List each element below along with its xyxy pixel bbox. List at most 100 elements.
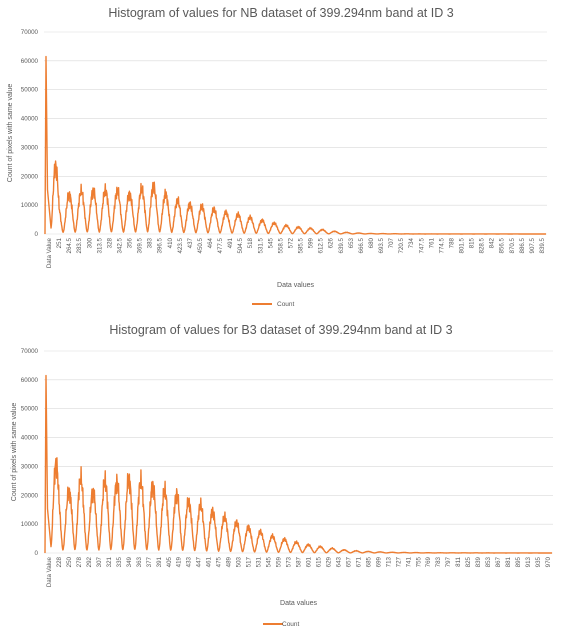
x-tick-label: 313.5	[96, 237, 103, 253]
x-tick-label: 475	[216, 556, 223, 567]
y-axis-title: Count of pixels with same value	[7, 84, 14, 183]
x-tick-label: 612.5	[318, 237, 325, 253]
x-tick-label: 369.5	[137, 237, 144, 253]
x-tick-label: 913	[525, 556, 532, 567]
x-tick-label: 788	[448, 237, 455, 248]
legend-label: Count	[277, 301, 295, 308]
x-tick-label: 489	[226, 556, 233, 567]
x-tick-label: 867	[495, 556, 502, 567]
y-tick-label: 30000	[21, 144, 39, 151]
y-tick-label: 30000	[21, 463, 39, 470]
x-axis-title: Data values	[277, 282, 314, 289]
x-tick-label: 585.5	[298, 237, 305, 253]
x-tick-label: 970	[545, 556, 552, 567]
x-tick-label: 828.5	[479, 237, 486, 253]
x-tick-label: 419	[176, 556, 183, 567]
y-tick-label: 20000	[21, 173, 39, 180]
x-tick-label: 685	[365, 556, 372, 567]
y-tick-label: 70000	[21, 29, 39, 36]
x-tick-label: 797	[445, 556, 452, 567]
x-tick-label: 504.5	[237, 237, 244, 253]
x-tick-label: 335	[116, 556, 123, 567]
x-tick-label: 518	[247, 237, 254, 248]
x-tick-label: Data Value	[46, 237, 53, 268]
y-tick-label: 50000	[21, 406, 39, 413]
y-tick-label: 70000	[21, 348, 39, 355]
x-tick-label: 437	[187, 237, 194, 248]
series-line-count	[44, 374, 553, 554]
x-tick-label: 307	[96, 556, 103, 567]
x-axis-title: Data values	[280, 600, 317, 607]
y-tick-label: 0	[35, 550, 39, 557]
x-tick-label: 587	[296, 556, 303, 567]
y-tick-label: 60000	[21, 58, 39, 65]
x-tick-label: 839.5	[539, 237, 546, 253]
x-tick-label: 250	[66, 556, 73, 567]
chart-title: Histogram of values for B3 dataset of 39…	[109, 323, 452, 337]
x-tick-label: 895	[515, 556, 522, 567]
x-tick-label: 531	[256, 556, 263, 567]
x-tick-label: 251	[56, 237, 63, 248]
x-tick-label: 639.5	[338, 237, 345, 253]
x-tick-label: 405	[166, 556, 173, 567]
x-tick-label: 811	[455, 556, 462, 566]
x-tick-label: 601	[305, 556, 312, 567]
x-tick-label: 693.5	[378, 237, 385, 253]
x-tick-label: 410	[167, 237, 174, 248]
x-tick-label: 769	[425, 556, 432, 567]
x-tick-label: 842	[489, 237, 496, 248]
x-tick-label: 228	[56, 556, 63, 567]
x-tick-label: 801.5	[458, 237, 465, 253]
x-tick-label: 707	[388, 237, 395, 248]
x-tick-label: 517	[246, 556, 253, 567]
x-tick-label: 626	[328, 237, 335, 248]
x-tick-label: Data Value	[46, 556, 53, 587]
x-tick-label: 573	[286, 556, 293, 567]
x-tick-label: 396.5	[157, 237, 164, 253]
x-tick-label: 531.5	[257, 237, 264, 253]
x-tick-label: 720.5	[398, 237, 405, 253]
x-tick-label: 477.5	[217, 237, 224, 253]
x-tick-label: 671	[355, 556, 362, 567]
x-tick-label: 342.5	[116, 237, 123, 253]
x-tick-label: 657	[345, 556, 352, 567]
x-tick-label: 886.5	[519, 237, 526, 253]
x-tick-label: 755	[415, 556, 422, 567]
x-tick-label: 461	[206, 556, 213, 567]
x-tick-label: 264.5	[66, 237, 73, 253]
x-tick-label: 300	[86, 237, 93, 248]
y-axis-title: Count of pixels with same value	[11, 403, 18, 502]
x-tick-label: 559	[276, 556, 283, 567]
x-tick-label: 321	[106, 556, 113, 567]
y-tick-label: 10000	[21, 521, 39, 528]
x-tick-label: 935	[535, 556, 542, 567]
x-tick-label: 839	[475, 556, 482, 567]
histogram-chart-b3: Histogram of values for B3 dataset of 39…	[11, 323, 553, 628]
chart-title: Histogram of values for NB dataset of 39…	[108, 6, 453, 20]
x-tick-label: 907.5	[529, 237, 536, 253]
x-tick-label: 363	[136, 556, 143, 567]
x-tick-label: 629	[325, 556, 332, 567]
x-tick-label: 783	[435, 556, 442, 567]
x-tick-label: 464	[207, 237, 214, 248]
x-tick-label: 558.5	[277, 237, 284, 253]
x-tick-label: 423.5	[177, 237, 184, 253]
x-tick-label: 870.5	[509, 237, 516, 253]
x-tick-label: 572	[287, 237, 294, 248]
x-tick-label: 391	[156, 556, 163, 567]
x-tick-label: 741	[405, 556, 412, 567]
x-tick-label: 853	[485, 556, 492, 567]
x-tick-label: 433	[186, 556, 193, 567]
y-tick-label: 40000	[21, 435, 39, 442]
x-tick-label: 856.5	[499, 237, 506, 253]
x-tick-label: 643	[335, 556, 342, 567]
x-tick-label: 815	[469, 237, 476, 248]
x-tick-label: 727	[395, 556, 402, 567]
x-tick-label: 734	[408, 237, 415, 248]
x-tick-label: 503	[236, 556, 243, 567]
x-tick-label: 653	[348, 237, 355, 248]
histogram-chart-nb: Histogram of values for NB dataset of 39…	[7, 6, 547, 308]
x-tick-label: 278	[76, 556, 83, 567]
x-tick-label: 447	[196, 556, 203, 567]
legend-label: Count	[282, 621, 300, 628]
